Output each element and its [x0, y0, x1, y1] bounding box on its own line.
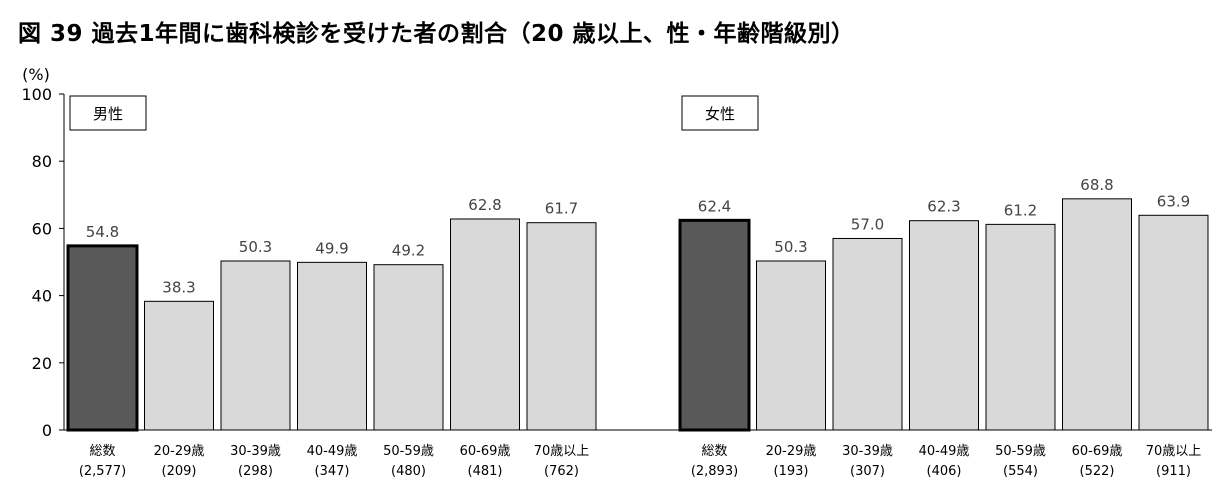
category-label: 総数 [89, 444, 115, 459]
category-label: 40-49歳 [919, 444, 970, 459]
sample-size-label: (209) [162, 464, 197, 479]
bar [373, 264, 444, 431]
sample-size-label: (481) [468, 464, 503, 479]
bar [1062, 198, 1132, 431]
y-tick-label: 40 [32, 287, 52, 306]
y-tick-label: 20 [32, 354, 52, 373]
y-tick-label: 100 [21, 85, 52, 104]
bar-value-label: 68.8 [1080, 176, 1113, 194]
panel-legend-label: 男性 [93, 105, 123, 123]
bar-value-label: 62.3 [927, 198, 960, 216]
sample-size-label: (2,577) [79, 464, 126, 479]
bar [144, 300, 214, 431]
category-label: 総数 [701, 444, 727, 459]
sample-size-label: (406) [927, 464, 962, 479]
bar-value-label: 38.3 [162, 278, 195, 296]
bar [66, 244, 139, 432]
bar-value-label: 61.2 [1004, 201, 1037, 219]
sample-size-label: (307) [850, 464, 885, 479]
category-label: 40-49歳 [307, 444, 358, 459]
category-label: 60-69歳 [460, 444, 511, 459]
sample-size-label: (522) [1080, 464, 1115, 479]
panel-legend-box [69, 95, 147, 131]
category-label: 30-39歳 [230, 444, 281, 459]
bar [220, 260, 291, 431]
sample-size-label: (298) [238, 464, 273, 479]
y-tick-label: 80 [32, 152, 52, 171]
category-label: 30-39歳 [842, 444, 893, 459]
bar-value-label: 50.3 [239, 238, 272, 256]
bar [450, 218, 520, 431]
bar [297, 261, 367, 431]
bar-value-label: 62.8 [468, 196, 501, 214]
label-layer: 男性 54.8 総数 (2,577) 38.3 20-29歳 (209) 50.3 30-39歳… [69, 95, 1202, 479]
bar-value-label: 49.2 [392, 242, 425, 260]
bar-value-label: 62.4 [698, 197, 731, 215]
bar-value-label: 61.7 [545, 200, 578, 218]
bar [909, 220, 979, 431]
bar-value-label: 50.3 [774, 238, 807, 256]
sample-size-label: (480) [391, 464, 426, 479]
bar [526, 222, 597, 431]
bar-layer [66, 198, 1209, 432]
chart-title: 図 39 過去1年間に歯科検診を受けた者の割合（20 歳以上、性・年齢階級別） [18, 21, 855, 47]
bar [678, 218, 751, 432]
sample-size-label: (347) [315, 464, 350, 479]
category-label: 50-59歳 [995, 444, 1046, 459]
category-label: 70歳以上 [534, 444, 590, 459]
category-label: 70歳以上 [1146, 444, 1202, 459]
bar-value-label: 57.0 [851, 215, 884, 233]
category-label: 50-59歳 [383, 444, 434, 459]
bar [756, 260, 826, 431]
bar [1138, 214, 1209, 431]
category-label: 20-29歳 [766, 444, 817, 459]
y-unit-label: (%) [22, 65, 50, 84]
bar-value-label: 49.9 [315, 239, 348, 257]
bar-value-label: 63.9 [1157, 192, 1190, 210]
sample-size-label: (762) [544, 464, 579, 479]
bar [832, 237, 903, 431]
sample-size-label: (554) [1003, 464, 1038, 479]
sample-size-label: (193) [774, 464, 809, 479]
bar [985, 223, 1056, 431]
panel-legend-box [681, 95, 759, 131]
sample-size-label: (911) [1156, 464, 1191, 479]
y-tick-label: 60 [32, 219, 52, 238]
bar-value-label: 54.8 [86, 223, 119, 241]
y-tick-label: 0 [42, 421, 52, 440]
sample-size-label: (2,893) [691, 464, 738, 479]
category-label: 20-29歳 [154, 444, 205, 459]
panel-legend-label: 女性 [705, 105, 735, 123]
category-label: 60-69歳 [1072, 444, 1123, 459]
